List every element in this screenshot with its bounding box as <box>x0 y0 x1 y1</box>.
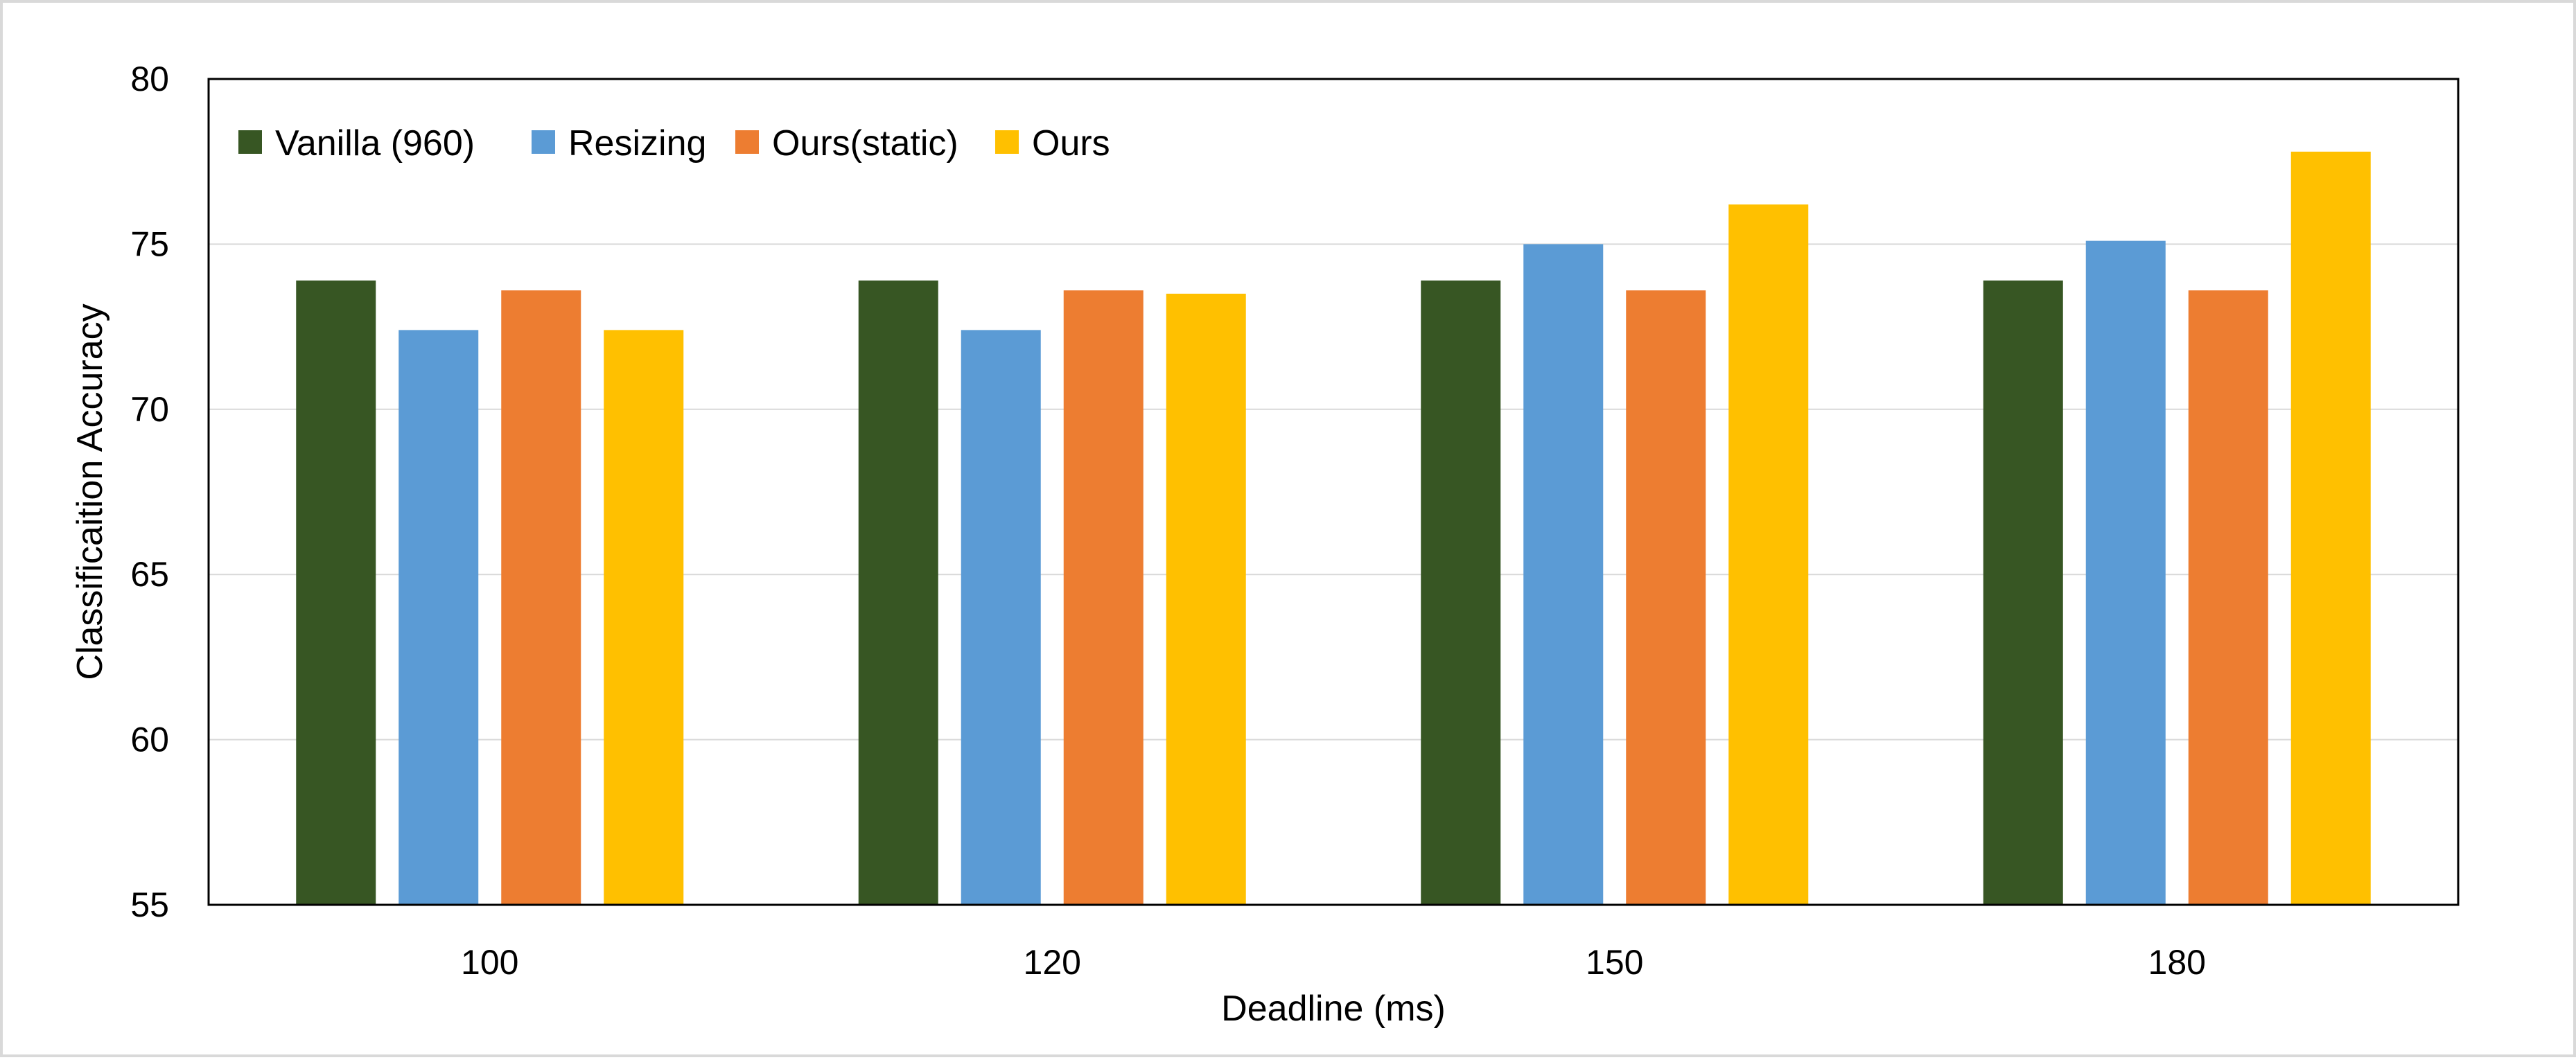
bar-ours-static-120 <box>1063 290 1144 906</box>
x-axis-title: Deadline (ms) <box>1221 989 1446 1029</box>
y-tick-label: 75 <box>130 224 169 263</box>
x-tick-label: 120 <box>1024 943 1081 982</box>
x-axis-ticks: 100 120 150 180 <box>461 943 2206 982</box>
bar-ours-150 <box>1728 204 1809 906</box>
bar-vanilla-960-150 <box>1421 280 1501 905</box>
legend-label: Vanilla (960) <box>275 123 475 164</box>
bar-resizing-100 <box>398 330 479 905</box>
bar-resizing-150 <box>1523 244 1604 905</box>
bar-ours-static-180 <box>2188 290 2268 906</box>
y-tick-label: 80 <box>130 60 169 98</box>
plot-area-border <box>207 78 2460 906</box>
y-axis-ticks: 55 60 65 70 75 80 <box>130 60 169 924</box>
bar-ours-static-150 <box>1626 290 1706 906</box>
legend-swatch <box>532 130 555 154</box>
bar-vanilla-960-180 <box>1983 280 2063 905</box>
legend-swatch <box>735 130 759 154</box>
legend-label: Ours(static) <box>772 123 958 164</box>
legend-swatch <box>238 130 262 154</box>
legend-swatch <box>995 130 1019 154</box>
bar-ours-static-100 <box>501 290 581 906</box>
bar-resizing-180 <box>2085 240 2166 906</box>
y-tick-label: 65 <box>130 555 169 594</box>
legend-label: Ours <box>1032 123 1110 164</box>
legend-label: Resizing <box>568 123 706 164</box>
bars <box>296 151 2371 906</box>
y-tick-label: 55 <box>130 885 169 924</box>
y-axis-title: Classificaition Accuracy <box>70 303 110 680</box>
bar-ours-100 <box>604 330 684 905</box>
bar-vanilla-960-120 <box>858 280 938 905</box>
gridlines <box>209 243 2458 741</box>
x-tick-label: 150 <box>1586 943 1643 982</box>
legend: Vanilla (960) Resizing Ours(static) Ours <box>238 123 1110 164</box>
x-tick-label: 100 <box>461 943 518 982</box>
bar-ours-180 <box>2290 151 2371 905</box>
y-tick-label: 70 <box>130 390 169 429</box>
bar-ours-120 <box>1166 293 1246 905</box>
bar-vanilla-960-100 <box>296 280 376 905</box>
x-tick-label: 180 <box>2148 943 2206 982</box>
bar-resizing-120 <box>961 330 1041 905</box>
y-tick-label: 60 <box>130 721 169 759</box>
